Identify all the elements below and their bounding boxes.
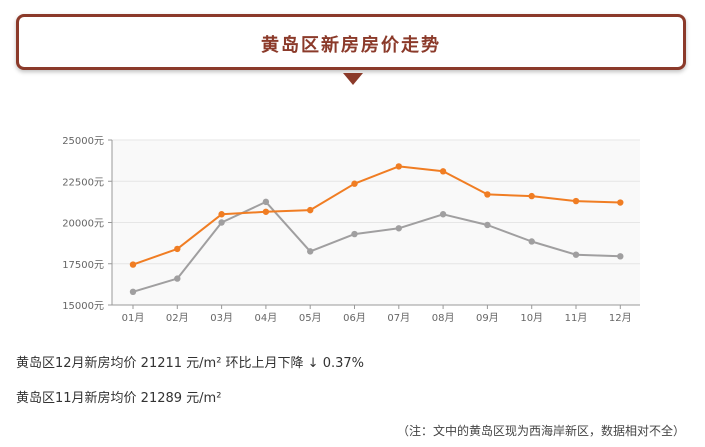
- data-point: [129, 288, 137, 295]
- data-point: [307, 206, 314, 214]
- x-tick-label: 09月: [476, 312, 499, 324]
- banner-pointer-icon: [343, 73, 363, 85]
- footnote: （注：文中的黄岛区现为西海岸新区，数据相对不全）: [396, 424, 685, 438]
- data-point: [528, 238, 535, 245]
- chart-labels: 15000元 17500元 20000元 22500元 25000元 01月 02月 03月 0…: [62, 136, 631, 324]
- title-banner: 黄岛区新房房价走势: [16, 14, 686, 70]
- y-tick-label: 15000元: [62, 301, 104, 312]
- november-price-summary: 黄岛区11月新房均价 21289 元/m²: [16, 391, 222, 406]
- series-line: [132, 165, 622, 266]
- series-line: [132, 200, 622, 293]
- price-trend-chart: 15000元 17500元 20000元 22500元 25000元 01月 02月 03月 0…: [62, 136, 640, 324]
- x-tick-label: 08月: [432, 312, 455, 324]
- data-point: [218, 219, 225, 226]
- chart-axes: [108, 139, 640, 309]
- y-tick-label: 17500元: [62, 260, 104, 271]
- page-title: 黄岛区新房房价走势: [261, 35, 441, 56]
- data-point: [395, 225, 402, 232]
- x-tick-label: 07月: [387, 312, 410, 324]
- y-tick-label: 20000元: [62, 219, 104, 230]
- y-tick-label: 25000元: [62, 136, 104, 147]
- data-point: [129, 261, 137, 268]
- x-tick-label: 03月: [210, 312, 233, 324]
- y-tick-label: 22500元: [62, 177, 104, 188]
- chart-grid: [112, 139, 640, 305]
- data-point: [307, 248, 314, 255]
- data-point: [351, 230, 358, 238]
- data-point: [218, 211, 225, 218]
- x-tick-label: 10月: [520, 312, 543, 324]
- x-tick-label: 12月: [609, 312, 632, 324]
- chart-series: [129, 163, 624, 295]
- data-point: [262, 208, 270, 215]
- data-point: [484, 221, 491, 229]
- data-point: [484, 191, 491, 198]
- x-tick-label: 02月: [166, 312, 189, 324]
- data-point: [395, 163, 402, 170]
- data-point: [572, 197, 580, 205]
- data-point: [174, 275, 181, 282]
- december-price-summary: 黄岛区12月新房均价 21211 元/m² 环比上月下降 ↓ 0.37%: [16, 356, 365, 371]
- data-point: [439, 168, 447, 175]
- x-tick-label: 06月: [343, 312, 366, 324]
- x-tick-label: 01月: [122, 312, 145, 324]
- data-point: [617, 253, 624, 260]
- data-point: [572, 251, 580, 258]
- x-tick-label: 11月: [565, 312, 588, 324]
- data-point: [351, 180, 358, 187]
- data-point: [262, 198, 270, 206]
- data-point: [174, 245, 181, 253]
- x-tick-label: 04月: [255, 312, 278, 324]
- x-tick-label: 05月: [299, 312, 322, 324]
- data-point: [528, 192, 535, 200]
- data-point: [439, 211, 447, 218]
- data-point: [617, 199, 624, 206]
